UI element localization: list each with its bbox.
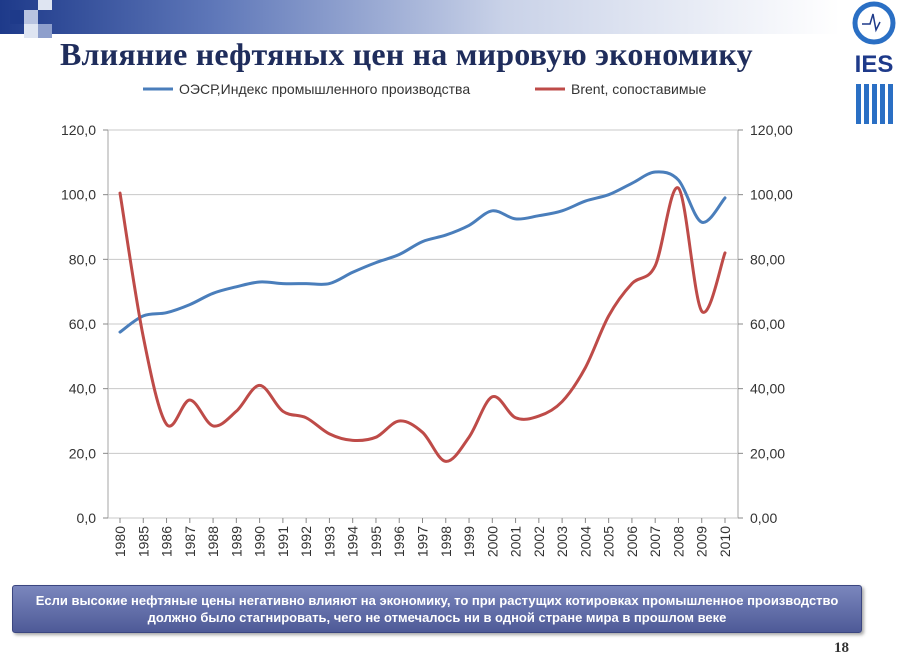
x-tick-label: 1999 [461,526,477,557]
x-tick-label: 1998 [438,526,454,557]
x-tick-label: 2010 [717,526,733,557]
ies-logo-icon: IES [852,1,896,124]
logo-text: IES [855,51,894,78]
decor-square-4 [24,24,38,38]
decor-square-5 [38,24,52,38]
left-tick-label: 100,0 [61,187,96,203]
right-tick-label: 60,00 [750,316,785,332]
x-tick-label: 1989 [228,526,244,557]
right-tick-label: 20,00 [750,445,785,461]
header-gradient-bar [0,0,840,34]
left-tick-label: 60,0 [69,316,96,332]
chart-legend: ОЭСР,Индекс промышленного производства Br… [143,81,707,97]
chart-grid [103,129,743,523]
x-tick-label: 2009 [694,526,710,557]
x-tick-label: 2003 [554,526,570,557]
series-line-brent [118,186,727,463]
right-axis-ticks: 0,00 20,00 40,00 60,00 80,00 100,00 120,00 [750,122,793,526]
x-axis-ticks: 1980 1985 1986 1987 1988 1989 1990 1991 1992 1993… [112,526,733,557]
x-tick-label: 1980 [112,526,128,557]
x-tick-label: 2001 [508,526,524,557]
left-tick-label: 20,0 [69,445,96,461]
x-tick-label: 1992 [298,526,314,557]
left-tick-label: 120,0 [61,122,96,138]
x-tick-label: 1994 [345,526,361,557]
right-tick-label: 100,00 [750,187,793,203]
decor-square-1 [10,10,24,24]
x-tick-label: 2005 [601,526,617,557]
x-tick-label: 2007 [647,526,663,557]
x-tick-label: 1991 [275,526,291,557]
decor-square-2 [24,10,38,24]
x-tick-label: 1996 [391,526,407,557]
x-tick-label: 2004 [577,526,593,557]
chart-series [118,170,727,463]
left-tick-label: 0,0 [77,510,97,526]
right-tick-label: 40,00 [750,381,785,397]
left-axis-ticks: 0,0 20,0 40,0 60,0 80,0 100,0 120,0 [61,122,96,526]
left-tick-label: 80,0 [69,251,96,267]
caption-text: Если высокие нефтяные цены негативно вли… [35,593,839,625]
left-tick-label: 40,0 [69,381,96,397]
right-tick-label: 120,00 [750,122,793,138]
x-tick-label: 1985 [135,526,151,557]
x-tick-label: 1988 [205,526,221,557]
right-tick-label: 0,00 [750,510,777,526]
x-tick-label: 2002 [531,526,547,557]
x-tick-label: 1990 [252,526,268,557]
legend-label: ОЭСР,Индекс промышленного производства [179,81,470,97]
x-tick-label: 1997 [415,526,431,557]
x-tick-label: 2008 [670,526,686,557]
slide-title: Влияние нефтяных цен на мировую экономик… [60,36,753,72]
legend-label: Brent, сопоставимые [571,81,707,97]
x-tick-label: 2000 [484,526,500,557]
decor-square-3 [38,0,52,10]
x-tick-label: 1987 [182,526,198,557]
caption-box: Если высокие нефтяные цены негативно вли… [12,585,862,633]
series-line-oecd [118,170,727,334]
oil-price-chart: ОЭСР,Индекс промышленного производства Br… [61,81,793,557]
page-number: 18 [834,640,849,656]
x-tick-label: 1986 [159,526,175,557]
x-tick-label: 1993 [321,526,337,557]
right-tick-label: 80,00 [750,251,785,267]
x-tick-label: 1995 [368,526,384,557]
x-tick-label: 2006 [624,526,640,557]
